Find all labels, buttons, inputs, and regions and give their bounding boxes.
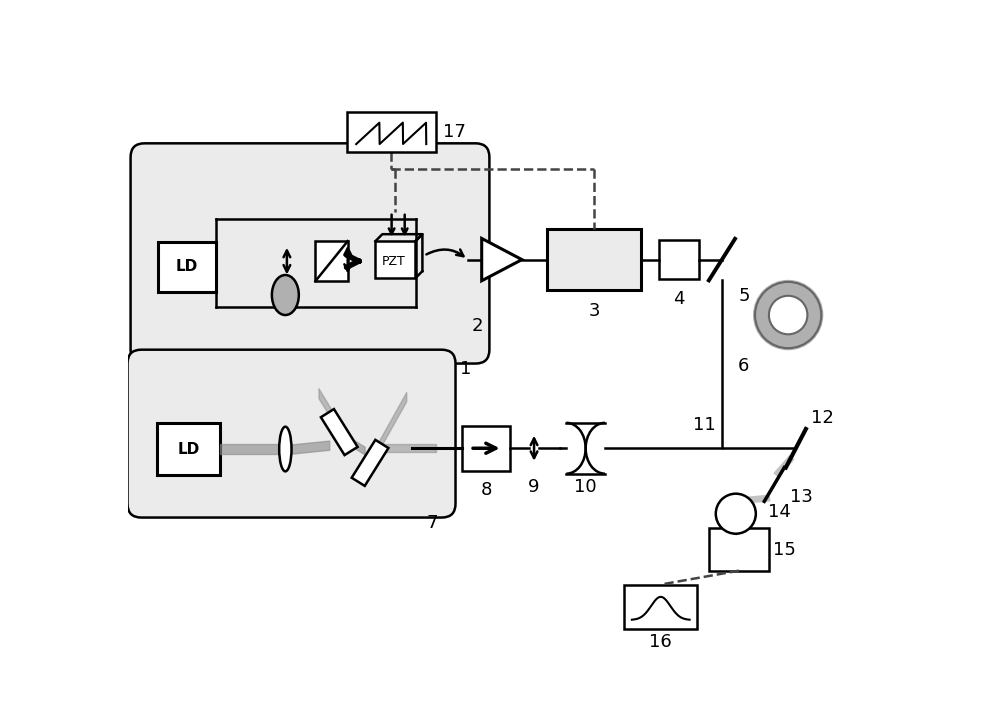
Text: 3: 3	[588, 302, 600, 320]
Text: 4: 4	[673, 290, 685, 309]
Text: PZT: PZT	[382, 256, 406, 269]
FancyBboxPatch shape	[131, 143, 489, 364]
Ellipse shape	[716, 494, 756, 534]
Text: 11: 11	[693, 417, 716, 434]
Text: 14: 14	[768, 503, 791, 521]
Text: 13: 13	[790, 489, 813, 506]
Ellipse shape	[272, 275, 299, 315]
Circle shape	[769, 295, 807, 334]
Bar	[547, 229, 641, 290]
Polygon shape	[482, 238, 522, 281]
Bar	[158, 242, 216, 292]
FancyBboxPatch shape	[128, 350, 456, 518]
Text: 12: 12	[811, 409, 834, 427]
Text: 1: 1	[460, 359, 472, 378]
Ellipse shape	[279, 427, 292, 471]
Text: 10: 10	[574, 478, 597, 497]
Text: LD: LD	[177, 441, 199, 457]
Text: 9: 9	[528, 478, 540, 497]
Text: 7: 7	[426, 514, 438, 531]
Polygon shape	[352, 440, 388, 486]
Text: 16: 16	[649, 633, 672, 651]
Bar	[157, 423, 220, 476]
Text: 2: 2	[472, 317, 484, 335]
Bar	[659, 240, 699, 279]
Bar	[462, 426, 510, 470]
Text: 8: 8	[481, 481, 492, 499]
Bar	[315, 241, 348, 281]
Text: 15: 15	[773, 540, 796, 558]
Text: LD: LD	[176, 259, 198, 274]
Bar	[624, 584, 697, 629]
Bar	[709, 529, 769, 571]
Text: 6: 6	[738, 357, 749, 375]
Polygon shape	[321, 409, 358, 455]
Text: 5: 5	[739, 287, 750, 304]
Text: 17: 17	[443, 123, 466, 141]
Bar	[347, 112, 436, 152]
Bar	[375, 241, 415, 278]
